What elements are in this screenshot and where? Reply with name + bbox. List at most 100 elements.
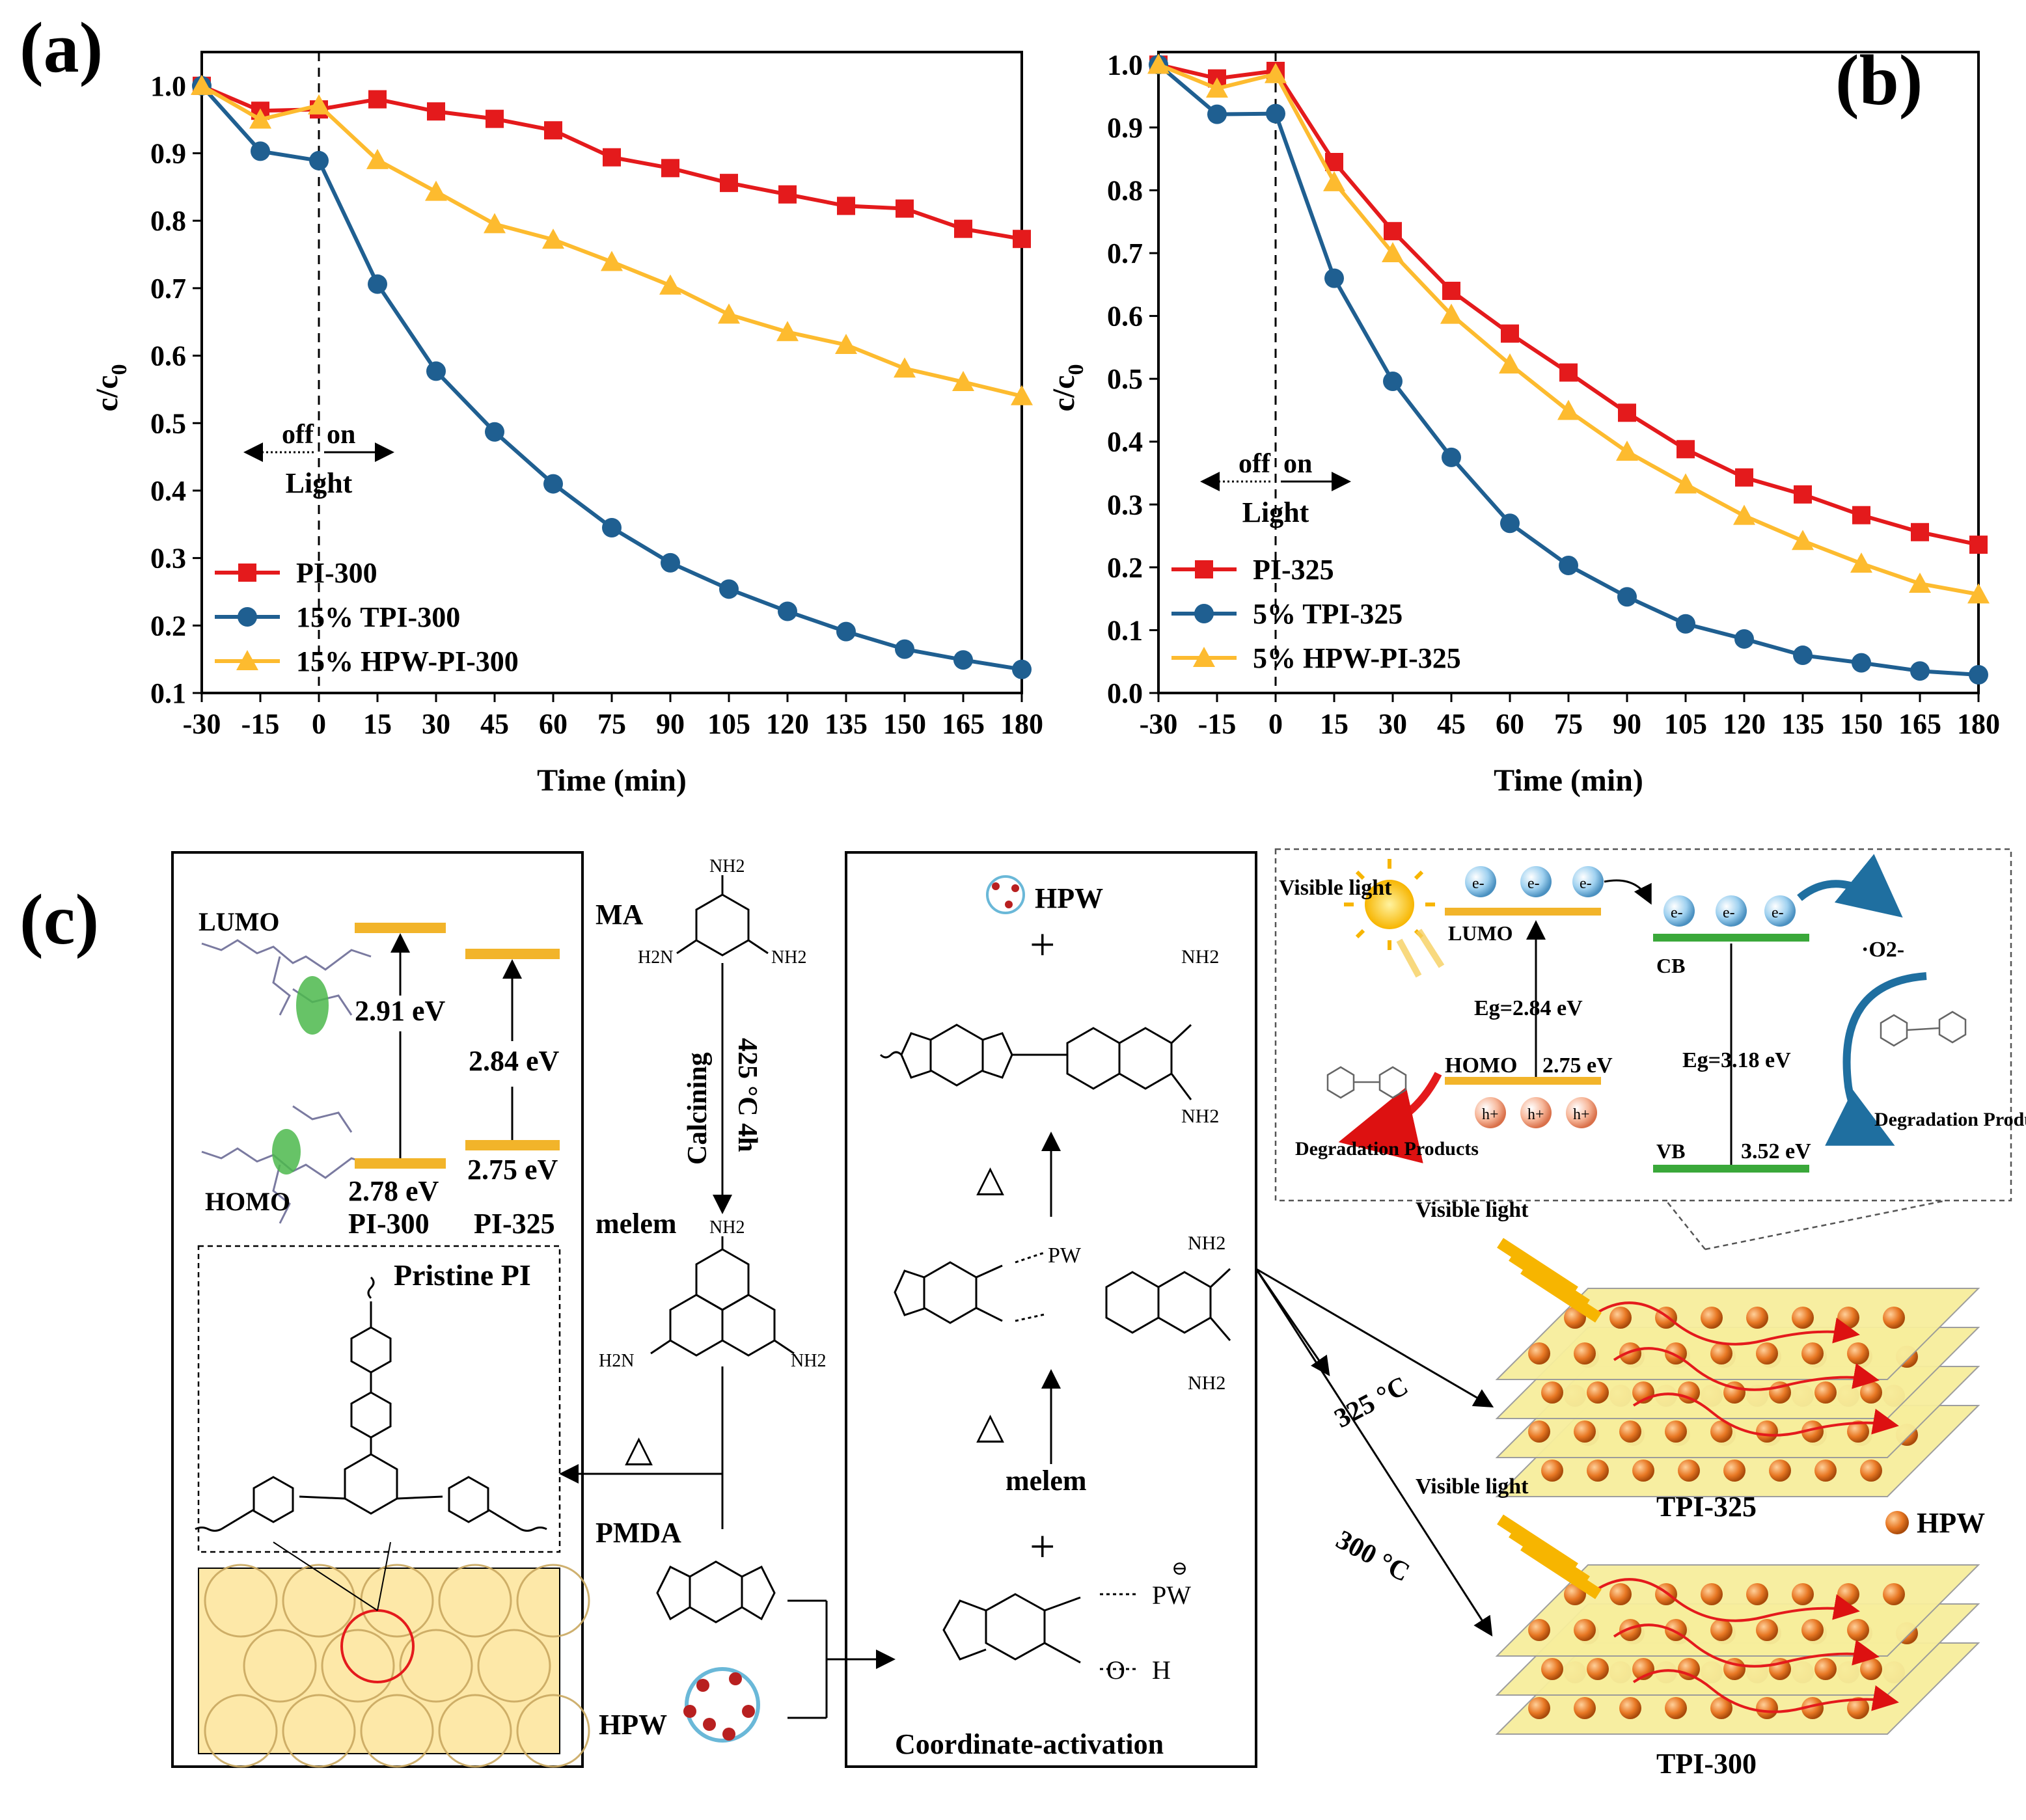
electron-label-6: e- [1772, 904, 1784, 921]
chart-b-y-tick-label: 0.5 [1107, 363, 1143, 395]
chart-b-legend-marker [1195, 560, 1213, 578]
panel-label-b: (b) [1835, 40, 1923, 120]
mech-visible-light: Visible light [1279, 876, 1392, 900]
pmda-pw-structure [942, 1593, 1136, 1670]
holes [1475, 1097, 1597, 1128]
intermediate-pw: PW [1048, 1243, 1082, 1268]
hpw-sphere [1860, 1658, 1882, 1680]
hpw-sphere [1701, 1583, 1723, 1605]
chart-b-x-tick-label: 120 [1723, 708, 1766, 740]
ma-nh2-right: NH2 [771, 947, 806, 968]
chart-b-y-tick-label: 0.9 [1107, 112, 1143, 144]
chart-b-point [1617, 587, 1637, 607]
chart-a-y-tick-label: 0.3 [150, 543, 186, 575]
chart-a-point [601, 251, 623, 271]
visible-light-ray [1520, 1264, 1602, 1323]
intermediate-structure [894, 1251, 1231, 1341]
chart-b-point [1442, 281, 1460, 300]
charge-transfer-path [1593, 1578, 1860, 1622]
hpw-sphere [1619, 1619, 1641, 1641]
chart-a-point [1011, 385, 1033, 405]
chart-b-point [1911, 523, 1929, 541]
chart-a-y-tick-label: 0.2 [150, 610, 186, 642]
tpi-300-label: TPI-300 [1656, 1748, 1757, 1780]
hpw-label-mid: HPW [599, 1709, 667, 1741]
hpw-sphere [1814, 1381, 1837, 1404]
chart-b-x-tick-label: -30 [1140, 708, 1178, 740]
hpw-sphere [1792, 1307, 1814, 1329]
homo-label: HOMO [205, 1187, 290, 1216]
molecule-orbital-image [201, 939, 372, 1224]
calcining-label: Calcining [683, 1052, 713, 1165]
chart-a-x-tick-label: -30 [183, 708, 221, 740]
chart-b-y-tick-label: 0.0 [1107, 677, 1143, 709]
charge-transfer-path [1632, 1392, 1899, 1437]
charge-transfer-path [1593, 1301, 1860, 1346]
ma-label: MA [595, 899, 644, 930]
chart-b-point [1557, 400, 1580, 420]
tpi-325-label: TPI-325 [1656, 1491, 1757, 1523]
honeycomb-network [204, 1564, 590, 1768]
chart-b-x-tick-label: -15 [1198, 708, 1237, 740]
chart-b-y-tick-label: 0.3 [1107, 489, 1143, 521]
chart-b-point [1383, 372, 1403, 392]
chart-b-point [1969, 664, 1988, 685]
chart-a-y-axis-label-main: c/c [90, 375, 124, 412]
hpw-sphere [1883, 1583, 1905, 1605]
chart-a-point [719, 579, 739, 599]
hpw-sphere [1710, 1342, 1732, 1365]
delta-symbol-1: △ [976, 1159, 1004, 1199]
homo-level-pi300 [355, 1158, 446, 1169]
chart-a-point [427, 102, 445, 121]
hpw-sphere [1701, 1307, 1723, 1329]
chart-b-x-tick-label: 105 [1664, 708, 1707, 740]
chart-b-point [1967, 583, 1990, 604]
hpw-sphere [1609, 1307, 1632, 1329]
chart-b-point [1675, 473, 1697, 494]
chart-a-y-axis-label-sub: 0 [107, 364, 131, 375]
chart-a-legend-label: 15% HPW-PI-300 [296, 645, 519, 677]
chart-b-x-axis-label: Time (min) [1494, 763, 1643, 798]
hole-label-2: h+ [1527, 1106, 1544, 1123]
chart-b-point [1852, 506, 1870, 524]
plus-bottom: + [1030, 1522, 1055, 1572]
hpw-sphere [1847, 1697, 1869, 1719]
chart-a-point [837, 197, 855, 215]
mech-cb-label: CB [1656, 954, 1685, 977]
hpw-sphere [1756, 1420, 1778, 1443]
homo-value-pi325: 2.75 eV [467, 1154, 558, 1186]
chart-b-point [1382, 242, 1404, 263]
hpw-cluster-mid [683, 1667, 760, 1743]
chart-a-x-tick-label: 105 [707, 708, 750, 740]
panel-label-c: (c) [20, 880, 99, 959]
hpw-sphere [1609, 1583, 1632, 1605]
chart-a: -30 -15 0 15 30 45 60 75 90 105 120 135 150 165 180 0.1… [90, 51, 1043, 798]
electron-label-2: e- [1527, 875, 1540, 892]
chart-a-point [425, 180, 447, 201]
chart-a-on-label: on [327, 420, 355, 450]
chart-b-point [1499, 353, 1521, 374]
chart-a-point [661, 159, 679, 178]
hpw-sphere [1801, 1420, 1824, 1443]
chart-a-x-tick-label: 180 [1000, 708, 1043, 740]
hpw-sphere [1665, 1420, 1687, 1443]
hpw-sphere [1528, 1619, 1550, 1641]
melem-label: melem [595, 1208, 677, 1240]
hpw-sphere [1801, 1342, 1824, 1365]
chart-a-x-tick-label: 165 [942, 708, 985, 740]
hpw-sphere [1847, 1619, 1869, 1641]
pmda-pw-label: PW [1152, 1581, 1191, 1610]
chart-a-point [366, 148, 389, 169]
mech-lumo-label: LUMO [1448, 921, 1513, 945]
electrons-left [1465, 866, 1604, 897]
coordinate-activation-caption: Coordinate-activation [895, 1728, 1164, 1760]
mech-vb-value: 3.52 eV [1741, 1139, 1811, 1163]
chart-b-legend-marker [1194, 604, 1214, 623]
charge-transfer-path [1632, 1669, 1899, 1713]
degradation-left-text: Degradation Products [1295, 1138, 1479, 1160]
chart-b-point [1440, 303, 1462, 324]
chart-a-light-label: Light [286, 467, 353, 499]
hpw-sphere [1883, 1307, 1905, 1329]
chart-b-y-axis-label-sub: 0 [1064, 364, 1088, 375]
chart-a-point [543, 474, 563, 494]
